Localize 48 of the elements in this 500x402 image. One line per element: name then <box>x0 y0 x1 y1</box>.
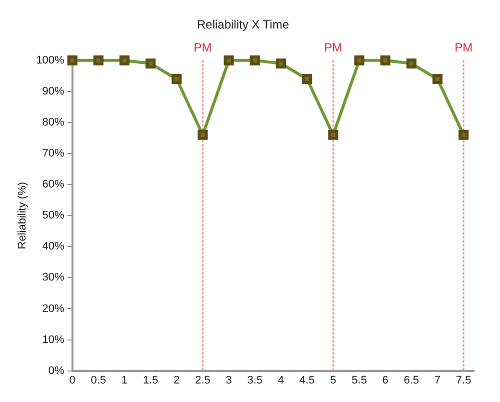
chart-title: Reliability X Time <box>196 18 290 32</box>
x-tick-label: 7.5 <box>456 374 472 386</box>
x-tick-label: 5 <box>330 374 336 386</box>
point <box>276 58 286 69</box>
y-axis-title: Reliability (%) <box>16 182 29 250</box>
y-tick-label: 40% <box>42 240 65 253</box>
y-tick-label: 0% <box>48 364 65 377</box>
y-tick-label: 70% <box>42 148 65 160</box>
x-tick-label: 6 <box>382 374 388 386</box>
x-tick-label: 0 <box>69 374 76 386</box>
y-tick-label: 60% <box>42 178 65 191</box>
y-tick-label: 20% <box>42 302 65 315</box>
point <box>224 55 234 66</box>
y-tick-label: 10% <box>42 334 65 346</box>
y-tick-label: 100% <box>36 54 65 66</box>
x-tick-label: 2 <box>174 374 180 386</box>
x-tick-label: 4.5 <box>299 374 315 386</box>
point <box>458 130 469 140</box>
x-tick-label: 7 <box>434 374 441 386</box>
y-tick-label: 90% <box>42 85 65 98</box>
point <box>146 58 156 69</box>
point <box>406 58 416 69</box>
point <box>172 74 182 84</box>
x-tick-label: 3.5 <box>247 374 263 386</box>
x-tick-label: 1.5 <box>142 374 158 386</box>
x-tick-label: 2.5 <box>195 374 210 386</box>
x-tick-label: 3 <box>226 374 232 386</box>
point <box>93 55 104 66</box>
point <box>328 130 338 140</box>
y-tick-label: 50% <box>42 210 65 222</box>
ref-line-label: PM <box>194 40 212 55</box>
point <box>119 55 130 66</box>
point <box>67 55 78 66</box>
x-tick-label: 1 <box>121 374 128 386</box>
y-tick-label: 30% <box>42 272 65 284</box>
x-tick-label: 5.5 <box>352 374 367 386</box>
x-tick-label: 4 <box>278 374 284 386</box>
point <box>432 74 443 84</box>
ref-line-label: PM <box>324 40 342 55</box>
x-tick-label: 0.5 <box>90 374 106 386</box>
point <box>354 55 364 66</box>
point <box>198 130 208 140</box>
ref-line-label: PM <box>454 40 473 55</box>
point <box>302 74 312 84</box>
x-tick-label: 6.5 <box>404 374 420 386</box>
point <box>250 55 260 66</box>
point <box>380 55 390 66</box>
y-tick-label: 80% <box>42 116 65 129</box>
